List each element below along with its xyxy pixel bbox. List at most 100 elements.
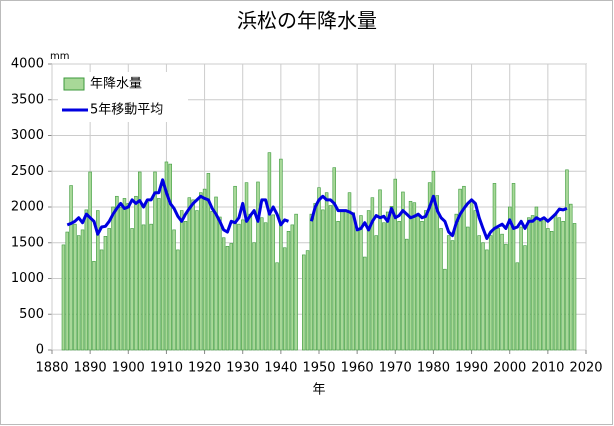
bar [103, 236, 108, 351]
bar [290, 224, 295, 351]
bar [523, 245, 527, 351]
y-tick-label: 2000 [11, 200, 44, 215]
bar [519, 226, 523, 351]
bar [153, 171, 157, 351]
bar [107, 228, 111, 351]
bar [366, 210, 371, 351]
bar [450, 240, 455, 351]
bar [385, 211, 390, 351]
bar [527, 217, 531, 351]
bar [473, 210, 478, 351]
x-tick-label: 1950 [302, 361, 335, 376]
bar [145, 201, 150, 351]
bar [73, 223, 77, 351]
x-tick-label: 1920 [188, 361, 221, 376]
bar [488, 235, 493, 351]
bar [88, 171, 92, 351]
bar [141, 224, 146, 351]
bar [401, 191, 405, 351]
x-tick-label: 1880 [35, 361, 68, 376]
bar [412, 202, 417, 351]
bar [168, 163, 172, 351]
bar [462, 185, 466, 351]
bar [546, 228, 550, 351]
bar [92, 261, 96, 351]
bar [294, 213, 298, 351]
bar [172, 229, 176, 351]
line [66, 178, 568, 240]
bar [76, 235, 81, 351]
bar [221, 237, 226, 351]
bar [240, 219, 245, 351]
x-tick-label: 2000 [493, 361, 526, 376]
bar [530, 215, 535, 351]
bar [343, 210, 348, 351]
y-tick-label: 1500 [11, 235, 44, 250]
bar [271, 214, 275, 351]
bar [351, 212, 356, 351]
bar [507, 206, 512, 351]
bar [122, 198, 127, 351]
bar [195, 210, 199, 351]
bar [363, 256, 367, 351]
bar [397, 221, 401, 351]
bar [237, 223, 241, 351]
bar [191, 199, 195, 351]
x-tick-label: 1990 [455, 361, 488, 376]
bar [69, 185, 73, 351]
bar [443, 268, 447, 351]
bar [137, 171, 142, 351]
bar [538, 221, 542, 351]
y-tick-label: 2500 [11, 164, 44, 179]
bar [187, 197, 192, 351]
bar [511, 183, 516, 351]
bar [305, 250, 310, 351]
bar [431, 170, 436, 351]
x-tick-label: 2020 [569, 361, 602, 376]
bar [420, 221, 424, 351]
bar [435, 195, 439, 351]
bar [309, 213, 314, 351]
legend-label: 5年移動平均 [90, 103, 163, 118]
bar [267, 152, 272, 351]
bar [80, 229, 85, 351]
bar [340, 209, 344, 351]
bar [115, 195, 119, 351]
y-tick-label: 1000 [11, 271, 44, 286]
bar [118, 207, 123, 351]
bar [557, 217, 562, 351]
bar [244, 182, 249, 351]
bar [233, 185, 237, 351]
bar [515, 262, 520, 351]
bar [275, 262, 279, 351]
bar [210, 210, 214, 351]
bar [199, 192, 203, 351]
y-tick-label: 500 [19, 307, 44, 322]
bar [164, 161, 169, 351]
bar [317, 187, 321, 351]
bar [542, 217, 546, 351]
bar [96, 210, 100, 351]
bar [134, 195, 138, 351]
bar [485, 249, 489, 351]
bar [206, 173, 211, 351]
bar [332, 167, 336, 351]
bar [565, 169, 569, 351]
x-tick-label: 1970 [379, 361, 412, 376]
legend-swatch [63, 77, 85, 91]
bar [302, 254, 306, 351]
y-tick-label: 4000 [11, 57, 44, 72]
x-tick-label: 1960 [341, 361, 374, 376]
bar [469, 199, 474, 351]
bar [477, 235, 481, 351]
bar [496, 228, 501, 351]
bar [382, 222, 386, 351]
bar [424, 210, 428, 351]
bar [65, 231, 69, 351]
bar [229, 243, 234, 351]
bar [393, 178, 398, 351]
bar [260, 217, 264, 351]
bar [321, 209, 325, 351]
bar [408, 200, 413, 351]
